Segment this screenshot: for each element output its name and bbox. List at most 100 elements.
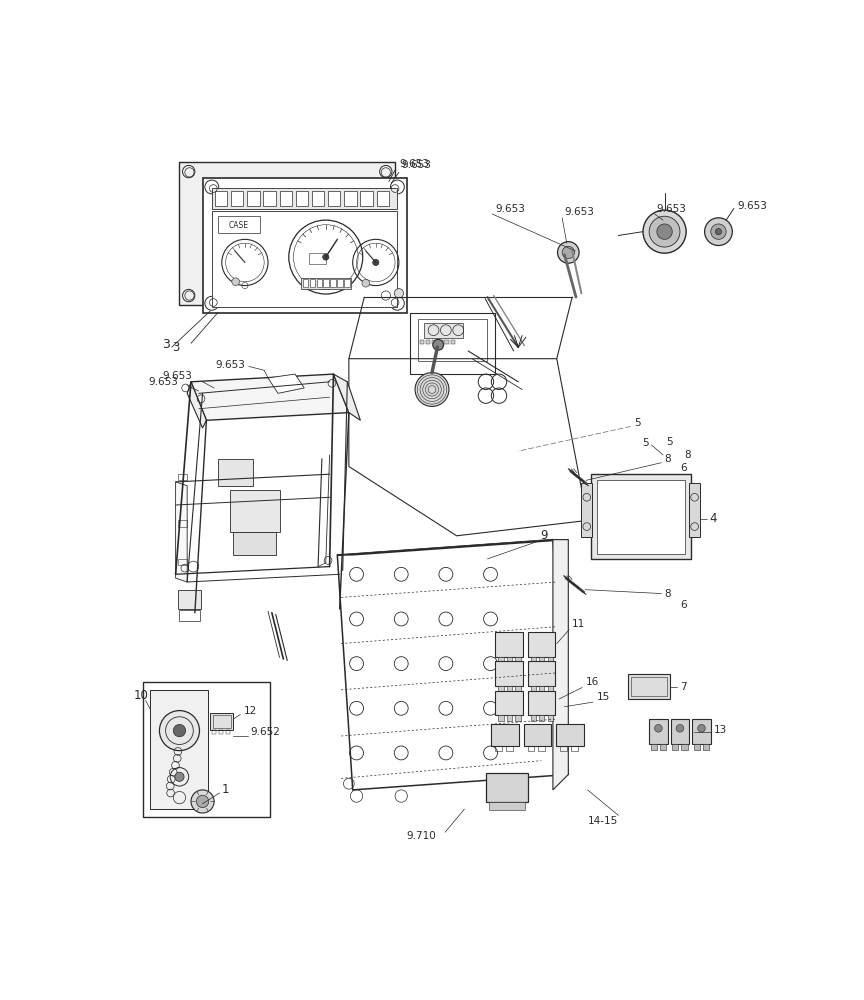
Bar [548, 657, 553, 663]
Text: 12: 12 [244, 706, 257, 716]
Circle shape [562, 246, 575, 259]
Circle shape [649, 216, 680, 247]
Bar [495, 632, 523, 657]
Text: 13: 13 [714, 725, 727, 735]
Bar [597, 480, 685, 554]
Bar [530, 657, 536, 663]
Text: 9.653: 9.653 [401, 160, 431, 170]
Polygon shape [187, 382, 206, 428]
Text: 9.653: 9.653 [215, 360, 245, 370]
Text: 6: 6 [680, 600, 687, 610]
Bar [218, 459, 252, 486]
Bar [328, 191, 340, 206]
Circle shape [205, 180, 219, 194]
Bar [515, 657, 521, 663]
Bar [627, 674, 670, 699]
Text: 16: 16 [586, 677, 600, 687]
Bar [506, 746, 513, 751]
Circle shape [362, 279, 370, 287]
Text: 10: 10 [133, 689, 148, 702]
Bar [438, 340, 442, 344]
Polygon shape [337, 540, 569, 790]
Bar [689, 483, 700, 537]
Bar [506, 715, 512, 721]
Circle shape [557, 242, 579, 263]
Bar [560, 746, 567, 751]
Bar [495, 661, 523, 686]
Circle shape [643, 210, 686, 253]
Circle shape [657, 224, 672, 239]
Circle shape [322, 254, 329, 260]
Bar [410, 312, 495, 374]
Bar [495, 746, 502, 751]
Text: CASE: CASE [229, 221, 249, 230]
Bar [302, 279, 308, 287]
Text: 9.653: 9.653 [399, 159, 429, 169]
Polygon shape [337, 540, 569, 555]
Bar [524, 724, 551, 746]
Text: 15: 15 [597, 692, 610, 702]
Polygon shape [191, 374, 349, 420]
Bar [548, 686, 553, 692]
Bar [539, 715, 544, 721]
Bar [530, 715, 536, 721]
Bar [528, 746, 535, 751]
Circle shape [160, 711, 200, 751]
Circle shape [175, 772, 184, 781]
Circle shape [394, 289, 403, 298]
Bar [539, 686, 544, 692]
Bar [539, 657, 544, 663]
Text: 5: 5 [634, 418, 640, 428]
Text: 1: 1 [222, 783, 229, 796]
Circle shape [174, 724, 186, 737]
Bar [330, 279, 336, 287]
Bar [420, 340, 424, 344]
Text: 9.653: 9.653 [657, 204, 687, 214]
Bar [703, 744, 709, 750]
Bar [515, 715, 521, 721]
Text: 3: 3 [172, 341, 179, 354]
Circle shape [191, 790, 214, 813]
Bar [309, 279, 315, 287]
Text: 11: 11 [572, 619, 586, 629]
Bar [264, 191, 276, 206]
Bar [178, 520, 187, 527]
Circle shape [433, 339, 443, 350]
Bar [506, 686, 512, 692]
Circle shape [711, 224, 726, 239]
Text: 5: 5 [666, 437, 673, 447]
Circle shape [379, 289, 392, 302]
Bar [450, 340, 455, 344]
Circle shape [232, 278, 239, 286]
Circle shape [372, 259, 379, 266]
Bar [178, 474, 187, 480]
Bar [591, 474, 690, 559]
Bar [215, 191, 227, 206]
Bar [308, 253, 326, 264]
Bar [670, 719, 689, 744]
Text: 9.653: 9.653 [149, 377, 179, 387]
Circle shape [677, 724, 683, 732]
Text: 9.653: 9.653 [495, 204, 525, 214]
Bar [143, 682, 270, 817]
Bar [295, 191, 308, 206]
Text: 9.652: 9.652 [251, 727, 280, 737]
Circle shape [182, 289, 195, 302]
Bar [530, 686, 536, 692]
Bar [202, 178, 407, 312]
Bar [489, 802, 525, 810]
Polygon shape [334, 374, 360, 420]
Bar [528, 632, 556, 657]
Polygon shape [268, 374, 304, 393]
Circle shape [415, 373, 449, 406]
Text: 8: 8 [664, 454, 671, 464]
Bar [495, 691, 523, 715]
Bar [444, 340, 449, 344]
Bar [528, 661, 556, 686]
Bar [212, 188, 397, 209]
Bar [548, 715, 553, 721]
Bar [344, 191, 357, 206]
Bar [219, 730, 224, 734]
Circle shape [705, 218, 733, 246]
Bar [377, 191, 389, 206]
